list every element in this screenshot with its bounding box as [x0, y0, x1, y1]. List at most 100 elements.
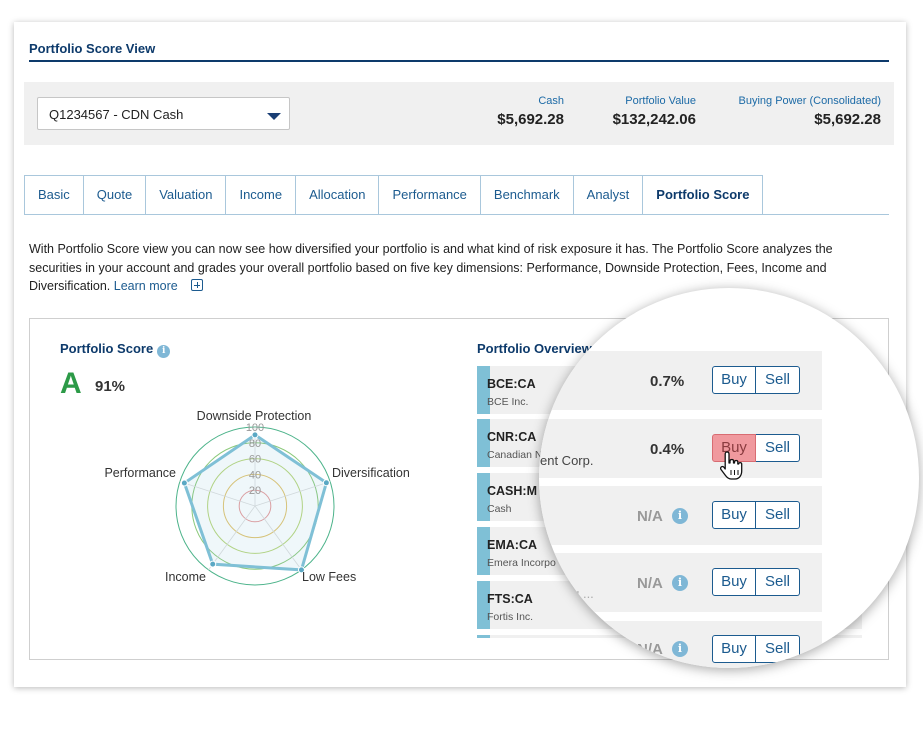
holding-symbol: EMA:CA: [487, 538, 537, 552]
score-percent: 91%: [95, 378, 126, 395]
radar-point: [322, 479, 330, 487]
radar-axis-label: Diversification: [332, 466, 410, 480]
radar-axis-label: Income: [165, 570, 206, 584]
tab-portfolio-score[interactable]: Portfolio Score: [642, 175, 764, 215]
radar-spoke: [254, 481, 331, 507]
tab-valuation[interactable]: Valuation: [145, 175, 226, 215]
holding-color-bar: [477, 527, 490, 575]
holding-symbol: FTS:CA: [487, 592, 533, 606]
metric-buying-power-value: $5,692.28: [814, 111, 881, 128]
metric-portfolio-value-label: Portfolio Value: [625, 95, 696, 107]
description-text: With Portfolio Score view you can now se…: [29, 242, 833, 293]
trade-buttons: Buy Sell: [712, 568, 800, 596]
radar-scale-label: 20: [249, 485, 261, 497]
radar-axis-label: Downside Protection: [197, 409, 312, 423]
radar-scale-label: 100: [246, 422, 264, 434]
radar-point: [209, 560, 217, 568]
metric-portfolio-value-value: $132,242.06: [612, 111, 696, 128]
radar-axis-label: Low Fees: [302, 570, 356, 584]
sell-button[interactable]: Sell: [756, 635, 800, 663]
trade-buttons: Buy Sell: [712, 434, 800, 462]
radar-scale-label: 40: [249, 469, 261, 481]
holding-symbol: CNR:CA: [487, 430, 537, 444]
sell-button[interactable]: Sell: [756, 366, 800, 394]
buy-button[interactable]: Buy: [712, 568, 756, 596]
portfolio-score-heading: Portfolio Score i: [60, 341, 171, 358]
info-icon[interactable]: i: [672, 575, 688, 591]
holding-color-bar: [477, 366, 490, 414]
hand-pointer-icon: [719, 451, 743, 480]
chevron-down-icon[interactable]: [267, 113, 281, 120]
holding-weight: N/A: [637, 575, 663, 592]
tab-quote[interactable]: Quote: [82, 175, 146, 215]
account-select[interactable]: Q1234567 - CDN Cash: [37, 97, 290, 130]
holding-name: Fortis Inc.: [487, 611, 534, 623]
trade-buttons: Buy Sell: [712, 366, 800, 394]
buy-button[interactable]: Buy: [712, 366, 756, 394]
tab-analyst[interactable]: Analyst: [572, 175, 643, 215]
radar-spoke: [208, 505, 256, 571]
expand-plus-icon[interactable]: [191, 279, 204, 291]
description: With Portfolio Score view you can now se…: [29, 240, 879, 296]
tab-allocation[interactable]: Allocation: [295, 175, 379, 215]
info-icon[interactable]: i: [157, 345, 171, 358]
info-icon[interactable]: i: [672, 641, 688, 657]
account-select-value: Q1234567 - CDN Cash: [49, 107, 184, 122]
metric-buying-power-label: Buying Power (Consolidated): [738, 95, 881, 107]
view-tabs: Basic Quote Valuation Income Allocation …: [24, 175, 764, 215]
zoomed-row: 0.7% Buy Sell: [539, 351, 822, 410]
radar-point: [180, 479, 188, 487]
info-icon[interactable]: i: [672, 508, 688, 524]
radar-scale-label: 80: [249, 438, 261, 450]
zoomed-row: ing ... N/A i Buy Sell: [539, 553, 822, 612]
holding-name: Canadian N: [487, 449, 543, 461]
buy-button[interactable]: Buy: [712, 434, 756, 462]
tab-divider: [24, 214, 889, 215]
holding-name-zoomed: ing ...: [562, 586, 594, 601]
score-grade: A: [60, 367, 82, 400]
radar-spoke: [254, 505, 302, 571]
trade-buttons: Buy Sell: [712, 501, 800, 529]
holding-name: Emera Incorpo: [487, 557, 556, 569]
metric-buying-power: Buying Power (Consolidated) $5,692.28: [739, 95, 881, 128]
metric-cash: Cash $5,692.28: [497, 95, 564, 128]
holding-symbol: CASH:M: [487, 484, 537, 498]
buy-button[interactable]: Buy: [712, 635, 756, 663]
learn-more-link[interactable]: Learn more: [113, 279, 178, 293]
holding-weight: 0.7%: [650, 373, 685, 390]
trade-buttons: Buy Sell: [712, 635, 800, 663]
radar-point: [297, 566, 305, 574]
holding-color-bar: [477, 473, 490, 521]
holding-symbol: BCE:CA: [487, 377, 536, 391]
metric-portfolio-value: Portfolio Value $132,242.06: [613, 95, 696, 128]
radar-scale-label: 60: [249, 454, 261, 466]
holding-weight: N/A: [637, 641, 663, 658]
magnifier-lens: 0.7% Buy Sell ent Corp. 0.4% Buy Sell N/…: [539, 288, 919, 668]
metric-cash-value: $5,692.28: [497, 111, 564, 128]
portfolio-score-title: Portfolio Score: [60, 341, 154, 356]
zoomed-row: N/A i Buy Sell: [539, 621, 822, 668]
tab-income[interactable]: Income: [225, 175, 296, 215]
radar-axis-label: Performance: [104, 466, 176, 480]
radar-chart: 100 80 60 40 20 Downside Protection Diversifi…: [104, 409, 410, 586]
tab-performance[interactable]: Performance: [378, 175, 480, 215]
radar-point: [251, 431, 259, 439]
holding-name-zoomed: ent Corp.: [540, 453, 594, 468]
holding-name: BCE Inc.: [487, 396, 529, 408]
radar-spoke: [179, 481, 256, 507]
holding-color-bar: [477, 635, 490, 638]
sell-button[interactable]: Sell: [756, 501, 800, 529]
sell-button[interactable]: Sell: [756, 434, 800, 462]
radar-score-polygon: [182, 433, 329, 572]
zoomed-row: ent Corp. 0.4% Buy Sell: [539, 419, 822, 478]
page-title: Portfolio Score View: [29, 41, 156, 56]
sell-button[interactable]: Sell: [756, 568, 800, 596]
zoomed-row: N/A i Buy Sell: [539, 486, 822, 545]
holding-color-bar: [477, 419, 490, 467]
tab-benchmark[interactable]: Benchmark: [479, 175, 573, 215]
tab-basic[interactable]: Basic: [24, 175, 83, 215]
metric-cash-label: Cash: [538, 95, 564, 107]
buy-button[interactable]: Buy: [712, 501, 756, 529]
holding-weight: N/A: [637, 508, 663, 525]
holding-name: Cash: [487, 503, 512, 515]
